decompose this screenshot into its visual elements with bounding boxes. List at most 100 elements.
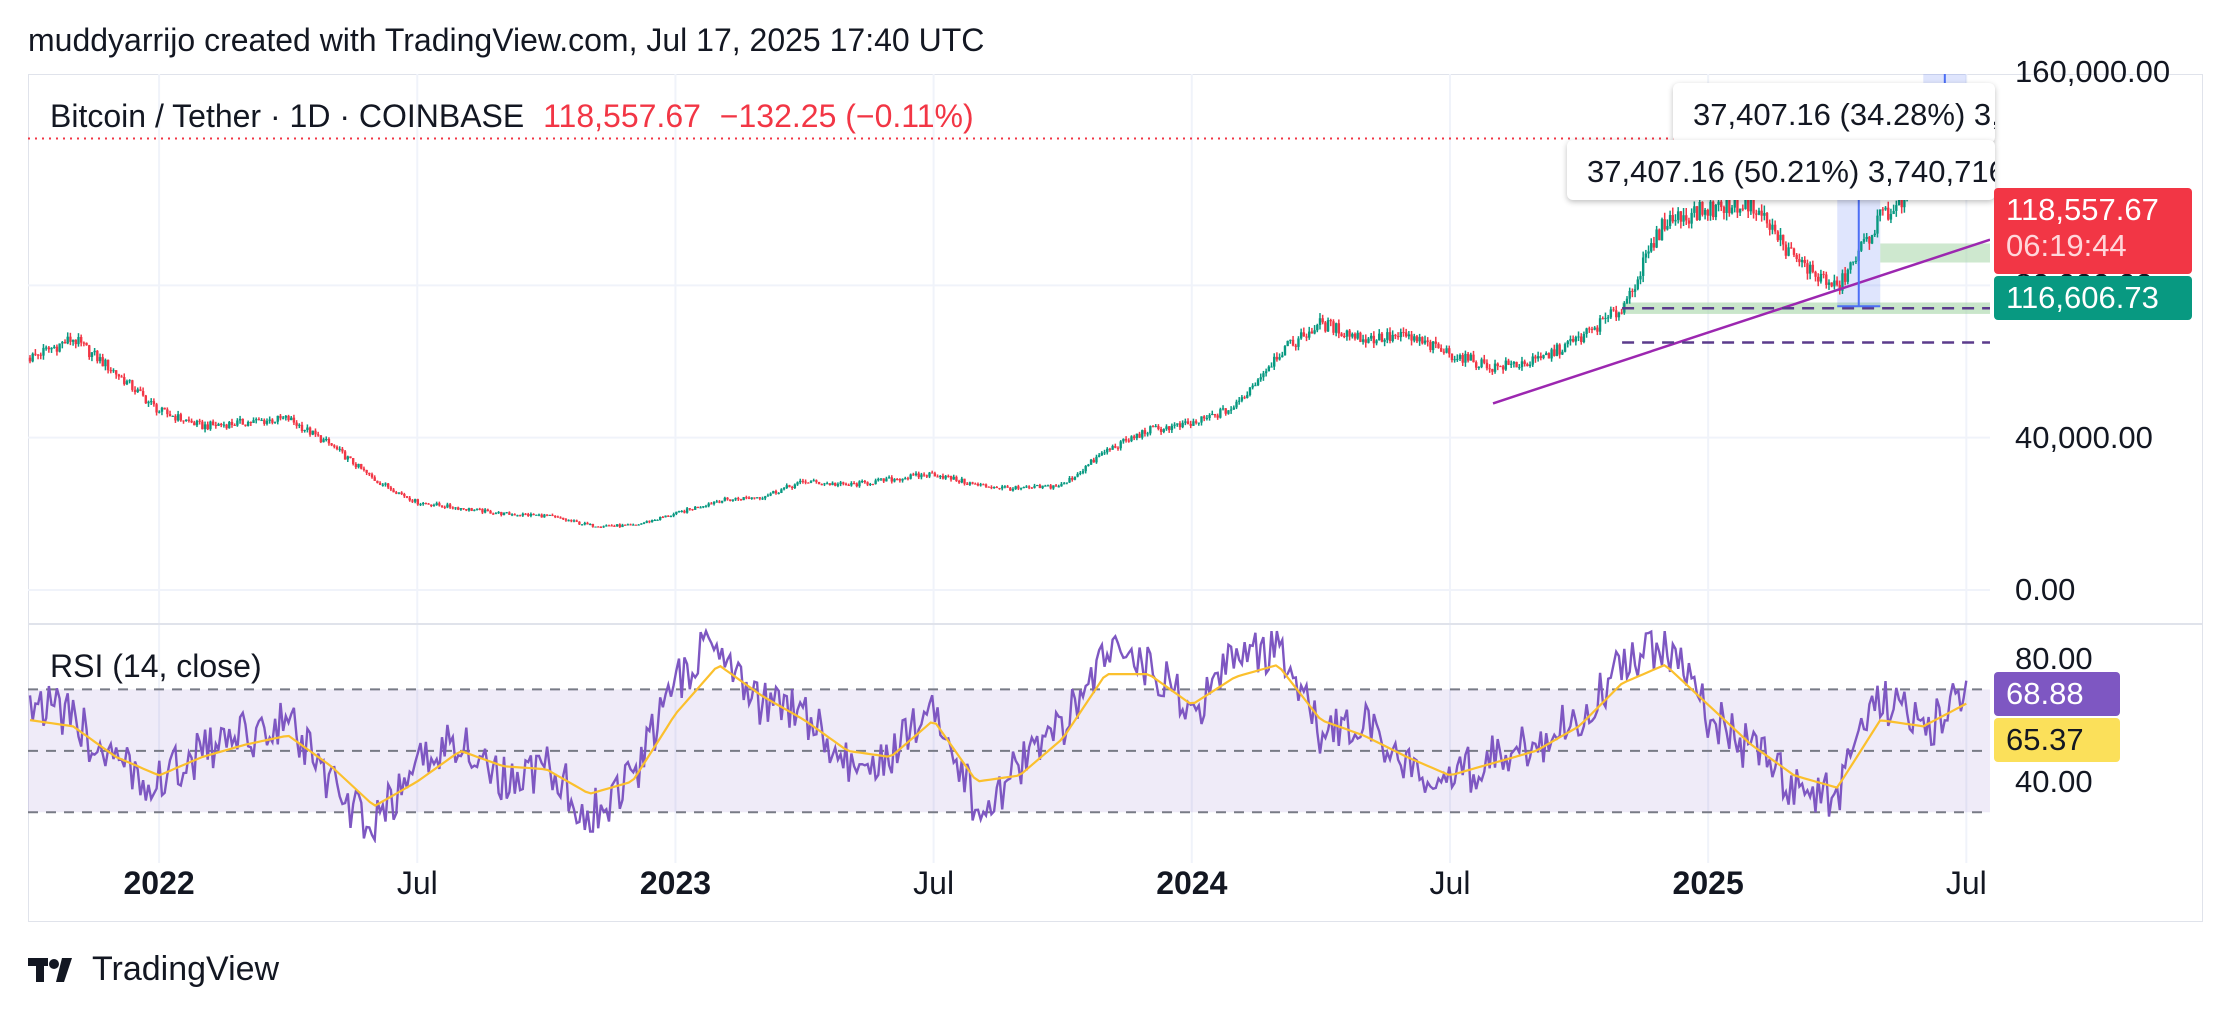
price-candle [1474,362,1478,368]
price-candle [1334,323,1338,333]
price-candle [1881,209,1885,211]
price-candle [1421,337,1424,344]
price-candle [1458,355,1462,359]
price-candle [922,474,926,476]
symbol-legend[interactable]: Bitcoin / Tether · 1D · COINBASE 118,557… [50,98,974,135]
price-candle [1536,356,1540,359]
price-candle [405,496,409,498]
price-candle [990,487,993,489]
price-candle [1655,229,1658,248]
price-candle [1868,236,1871,244]
price-candle [281,417,285,419]
price-candle [699,507,702,509]
price-candle [155,404,158,413]
price-candle [430,504,433,507]
price-candle [74,339,77,345]
price-candle [1429,341,1432,351]
rsi-panel [28,688,1990,814]
price-candle [1889,213,1893,220]
price-candle [1200,416,1203,423]
price-candle [1084,465,1087,472]
price-candle [885,478,888,482]
price-candle [1542,355,1545,358]
price-candle [1089,459,1093,465]
price-candle [1752,192,1755,214]
price-candle [389,487,393,490]
price-candle [82,342,86,344]
rsi-value-tag: 68.88 [1994,672,2120,716]
rsi-ma-line [29,663,1967,807]
price-candle [1337,323,1341,334]
price-candle [128,380,131,382]
price-candle [1827,282,1831,285]
price-candle [1690,212,1693,224]
price-candle [518,515,522,517]
price-candle [1017,486,1020,489]
price-candle [1065,482,1069,484]
price-candle [362,468,366,470]
price-candle [44,347,48,349]
price-candle [1054,485,1058,487]
price-candle [1146,433,1149,435]
price-candle [174,415,177,421]
price-candle [1340,333,1343,337]
price-candle [1286,340,1289,347]
rsi-legend[interactable]: RSI (14, close) [50,648,262,684]
price-candle [753,497,756,499]
price-candle [1243,397,1246,399]
price-candle [675,511,678,515]
price-candle [325,438,328,440]
price-candle [139,389,142,392]
price-candle [1281,355,1284,358]
price-candle [500,512,503,516]
price-candle [1251,385,1254,388]
price-candle [1410,334,1413,341]
range-measure-label-upper[interactable]: 37,407.16 (34.28%) 3,740,716 [1673,83,1995,143]
price-candle [1577,336,1580,338]
price-candle [1278,357,1281,360]
price-candle [718,501,721,503]
footer-brand[interactable]: TradingView [28,950,279,989]
price-candle [1246,395,1249,398]
price-candle [55,346,59,352]
price-candle [1205,417,1209,419]
price-candle [968,482,972,485]
price-candle [952,476,955,480]
price-candle [106,359,110,371]
price-candle [1598,318,1602,332]
price-candle [1636,279,1639,290]
price-candle [357,464,360,468]
price-candle [322,439,325,443]
price-candle [1488,368,1491,370]
price-candle [486,509,490,511]
price-candle [632,524,635,526]
price-candle [1186,421,1190,424]
current-price-value: 118,557.67 [2006,192,2159,227]
price-candle [446,504,449,508]
price-candle [1404,332,1408,337]
level-price-tag: 116,606.73 [1994,276,2192,320]
price-candle [93,350,96,353]
price-candle [1014,486,1017,490]
price-candle [1329,320,1332,322]
price-candle [879,478,883,480]
price-candle [1184,421,1187,423]
price-candle [416,499,420,505]
price-candle [1232,407,1236,410]
price-candle [1399,332,1402,338]
price-candle [723,497,727,501]
price-candle [384,483,387,485]
price-candle [1060,483,1063,487]
price-candle [960,478,964,483]
range-measure-label-lower[interactable]: 37,407.16 (50.21%) 3,740,716 [1567,140,1995,200]
price-candle [1326,320,1330,332]
price-candle [739,499,743,501]
price-candle [1423,340,1427,344]
price-candle [1445,348,1448,353]
price-candle [400,492,403,495]
price-candle [1052,485,1055,489]
price-candle [947,475,950,477]
current-price-tag: 118,557.67 06:19:44 [1994,188,2192,274]
price-candle [96,350,99,362]
